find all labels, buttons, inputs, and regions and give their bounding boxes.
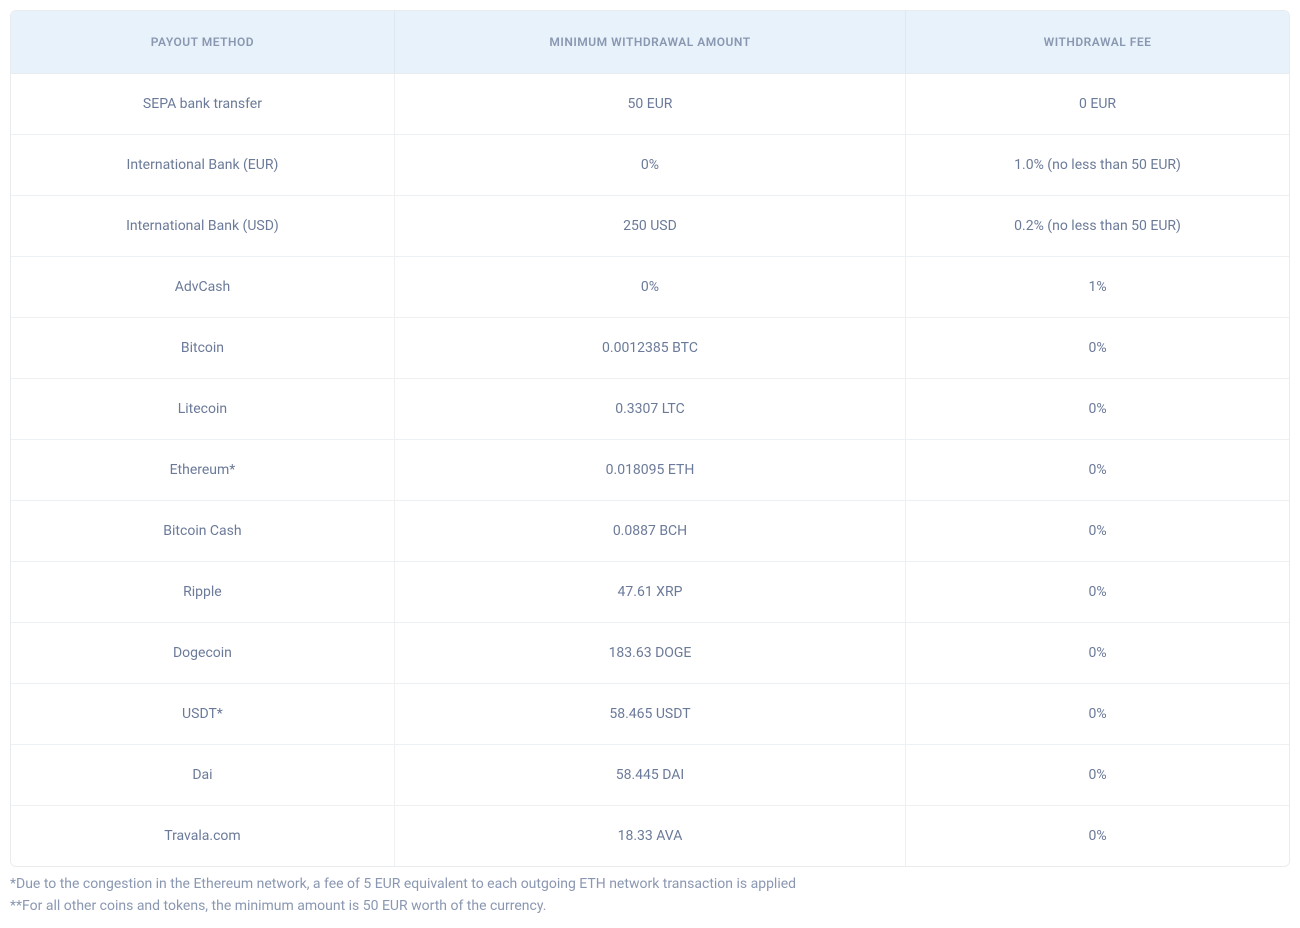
table-cell: Dai [11,745,394,806]
table-cell: 0% [906,562,1289,623]
table-cell: 0.0887 BCH [394,501,905,562]
table-cell: USDT* [11,684,394,745]
table-cell: 0.018095 ETH [394,440,905,501]
table-row: Ripple47.61 XRP0% [11,562,1289,623]
footnotes: *Due to the congestion in the Ethereum n… [10,873,1290,918]
table-header: PAYOUT METHOD MINIMUM WITHDRAWAL AMOUNT … [11,11,1289,74]
table-row: Bitcoin Cash0.0887 BCH0% [11,501,1289,562]
table-cell: 58.465 USDT [394,684,905,745]
table-cell: 250 USD [394,196,905,257]
table-cell: 58.445 DAI [394,745,905,806]
table-cell: 0% [906,501,1289,562]
table-row: Ethereum*0.018095 ETH0% [11,440,1289,501]
table-row: International Bank (EUR)0%1.0% (no less … [11,135,1289,196]
table-row: AdvCash0%1% [11,257,1289,318]
table-cell: 0% [906,318,1289,379]
table-cell: 0% [906,623,1289,684]
table-cell: 0% [906,745,1289,806]
table-cell: AdvCash [11,257,394,318]
table-cell: 183.63 DOGE [394,623,905,684]
col-header-min-withdrawal: MINIMUM WITHDRAWAL AMOUNT [394,11,905,74]
footnote-other-coins: **For all other coins and tokens, the mi… [10,895,1290,917]
table-cell: 0% [906,379,1289,440]
table-cell: Bitcoin [11,318,394,379]
table-cell: SEPA bank transfer [11,74,394,135]
table-row: Dogecoin183.63 DOGE0% [11,623,1289,684]
table-row: Litecoin0.3307 LTC0% [11,379,1289,440]
table-row: Dai58.445 DAI0% [11,745,1289,806]
table-row: USDT*58.465 USDT0% [11,684,1289,745]
table-body: SEPA bank transfer50 EUR0 EURInternation… [11,74,1289,867]
table-cell: International Bank (EUR) [11,135,394,196]
table-cell: Litecoin [11,379,394,440]
table-cell: 0 EUR [906,74,1289,135]
col-header-payout-method: PAYOUT METHOD [11,11,394,74]
table-cell: 0.2% (no less than 50 EUR) [906,196,1289,257]
table-cell: International Bank (USD) [11,196,394,257]
table-cell: 1.0% (no less than 50 EUR) [906,135,1289,196]
table-cell: Bitcoin Cash [11,501,394,562]
table-row: SEPA bank transfer50 EUR0 EUR [11,74,1289,135]
table-row: Bitcoin0.0012385 BTC0% [11,318,1289,379]
table-cell: Ripple [11,562,394,623]
table-cell: Ethereum* [11,440,394,501]
table-cell: 0.0012385 BTC [394,318,905,379]
withdrawal-fees-table: PAYOUT METHOD MINIMUM WITHDRAWAL AMOUNT … [11,11,1289,866]
table-cell: 1% [906,257,1289,318]
footnote-ethereum: *Due to the congestion in the Ethereum n… [10,873,1290,895]
table-row: Travala.com18.33 AVA0% [11,806,1289,867]
table-row: International Bank (USD)250 USD0.2% (no … [11,196,1289,257]
table-cell: 0% [906,806,1289,867]
table-cell: 18.33 AVA [394,806,905,867]
table-cell: 47.61 XRP [394,562,905,623]
table-cell: 0.3307 LTC [394,379,905,440]
table-cell: Travala.com [11,806,394,867]
table-cell: 0% [394,257,905,318]
table-cell: 0% [906,684,1289,745]
table-cell: 0% [906,440,1289,501]
table-cell: 50 EUR [394,74,905,135]
table-cell: 0% [394,135,905,196]
withdrawal-fees-table-container: PAYOUT METHOD MINIMUM WITHDRAWAL AMOUNT … [10,10,1290,867]
table-cell: Dogecoin [11,623,394,684]
col-header-withdrawal-fee: WITHDRAWAL FEE [906,11,1289,74]
